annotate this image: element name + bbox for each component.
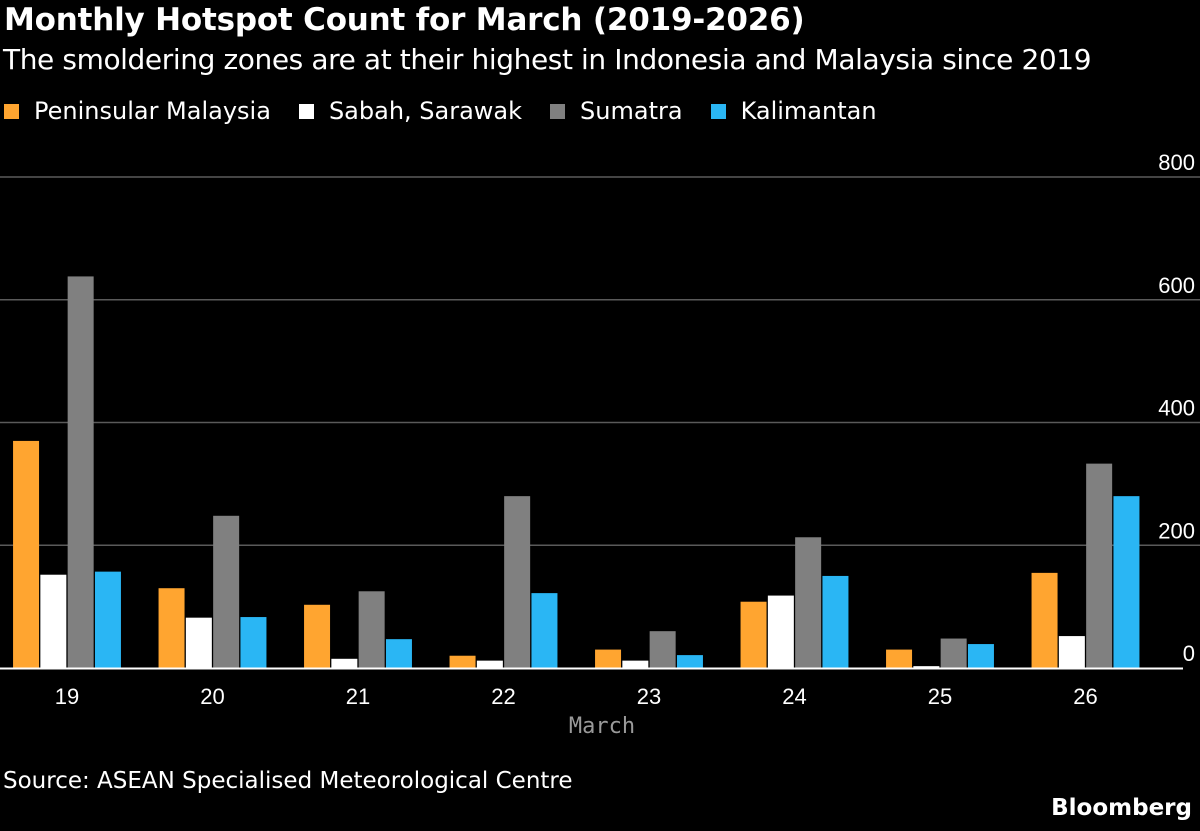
bar [822, 575, 849, 668]
x-tick-label: 19 [55, 684, 79, 709]
bar [531, 593, 558, 668]
legend: Peninsular Malaysia Sabah, Sarawak Sumat… [4, 97, 905, 125]
chart-title: Monthly Hotspot Count for March (2019-20… [4, 2, 805, 38]
bar [158, 588, 185, 668]
bar [476, 660, 503, 668]
bloomberg-logo: Bloomberg [1051, 795, 1192, 821]
bar [886, 649, 913, 668]
legend-item-sumatra: Sumatra [550, 97, 683, 125]
bar [913, 666, 940, 668]
bar [967, 644, 994, 668]
y-tick-label: 800 [1158, 150, 1195, 175]
legend-item-sabah-sarawak: Sabah, Sarawak [298, 97, 523, 125]
legend-swatch-sabah-sarawak [298, 103, 314, 119]
bar [595, 649, 622, 668]
bar [185, 617, 212, 668]
bar [622, 660, 649, 668]
bar [767, 595, 794, 668]
bar [1058, 636, 1085, 668]
bar [676, 655, 703, 668]
legend-label: Peninsular Malaysia [34, 97, 271, 125]
x-tick-label: 25 [928, 684, 952, 709]
bar [1031, 572, 1058, 668]
chart-subtitle: The smoldering zones are at their highes… [3, 43, 1092, 76]
bar [304, 604, 331, 668]
bar [449, 655, 476, 668]
bar [358, 591, 385, 668]
x-tick-label: 21 [346, 684, 370, 709]
bar-chart: 0 200 400 600 800 19 20 21 22 23 24 25 26 March [0, 150, 1200, 739]
bar [240, 617, 267, 668]
x-tick-label: 23 [637, 684, 661, 709]
bar [649, 631, 676, 668]
y-tick-label: 200 [1158, 518, 1195, 543]
bar [504, 496, 531, 668]
legend-swatch-sumatra [550, 103, 566, 119]
x-tick-label: 20 [200, 684, 224, 709]
bar [94, 571, 121, 668]
bar [1113, 496, 1140, 668]
x-axis-title: March [569, 714, 635, 739]
legend-label: Sumatra [580, 97, 683, 125]
bar [740, 601, 767, 668]
legend-label: Kalimantan [740, 97, 877, 125]
bar [13, 440, 40, 668]
bar [213, 515, 240, 668]
bar [67, 276, 94, 668]
source-note: Source: ASEAN Specialised Meteorological… [3, 768, 573, 794]
bar [795, 537, 822, 668]
legend-label: Sabah, Sarawak [328, 97, 523, 125]
legend-item-kalimantan: Kalimantan [710, 97, 877, 125]
x-tick-label: 24 [782, 684, 806, 709]
y-tick-label: 0 [1183, 641, 1195, 666]
bar [940, 638, 967, 668]
y-tick-label: 600 [1158, 273, 1195, 298]
legend-swatch-kalimantan [710, 103, 726, 119]
x-tick-label: 22 [491, 684, 515, 709]
bar [1086, 463, 1113, 668]
bar [40, 574, 67, 668]
legend-item-peninsular-malaysia: Peninsular Malaysia [4, 97, 271, 125]
bar [331, 658, 358, 668]
x-tick-label: 26 [1073, 684, 1097, 709]
bar [385, 639, 412, 668]
legend-swatch-peninsular-malaysia [4, 103, 19, 119]
y-tick-label: 400 [1158, 396, 1195, 421]
